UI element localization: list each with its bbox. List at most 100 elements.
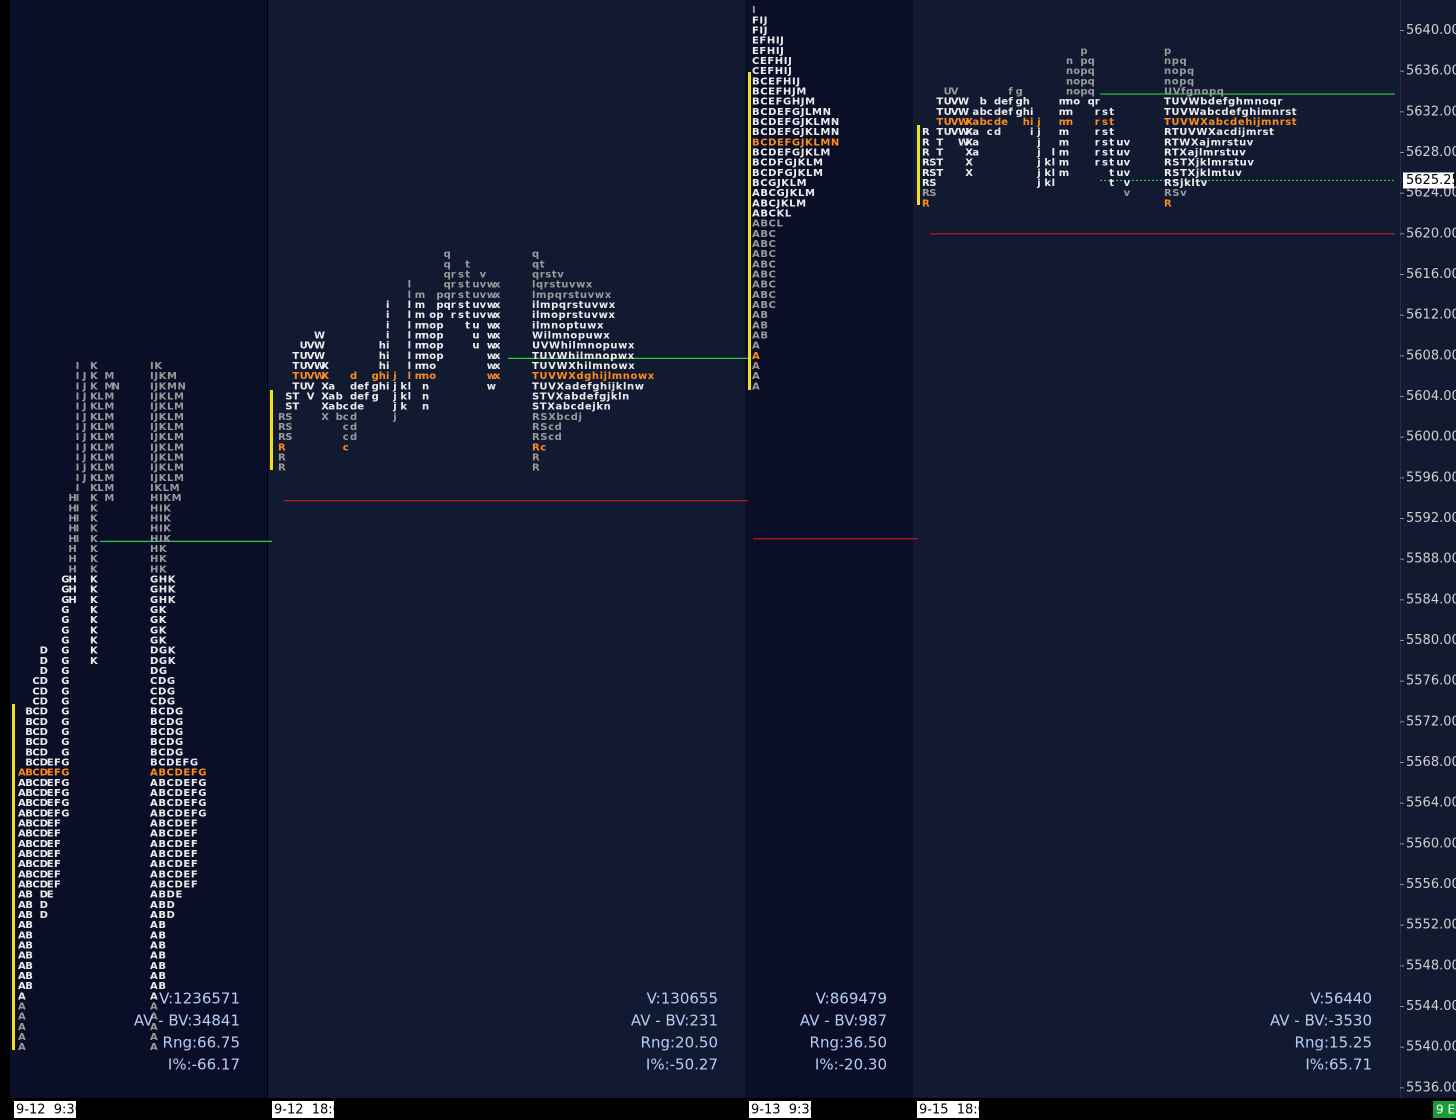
tpo-row: ABD (150, 910, 175, 921)
tpo-row: AB (150, 930, 167, 941)
tpo-split-row: STXabcdejkn (285, 402, 429, 413)
tpo-split-row: nopq (1066, 76, 1095, 87)
tpo-row: DG (150, 666, 168, 677)
tpo-row: EFHIJ (752, 36, 784, 47)
session-stat: AV - BV:34841 (134, 1012, 240, 1030)
tpo-row: ABC (752, 229, 777, 240)
tpo-split-row: AB (18, 981, 33, 992)
tpo-split-row: npq (1066, 56, 1095, 67)
y-tick-label: 5568.00 (1406, 755, 1456, 770)
date-label-box (14, 1101, 76, 1118)
session-stat: Rng:66.75 (163, 1034, 240, 1052)
session-stat: I%:-50.27 (646, 1056, 718, 1074)
tpo-row: ABDE (150, 890, 183, 901)
session-stat: V:1236571 (159, 990, 240, 1008)
tpo-row: HIK (150, 534, 172, 545)
tpo-row: IJKMN (150, 381, 187, 392)
tpo-split-row: ABCDEF (18, 859, 61, 870)
date-label: 9-15 18:00 (919, 1103, 994, 1118)
tpo-row: STXabcdejkn (532, 402, 611, 413)
y-tick-label: 5628.00 (1406, 145, 1456, 160)
tpo-row: AB (752, 331, 769, 342)
session-stat: AV - BV:231 (631, 1012, 718, 1030)
tpo-split-row: IJKLM (76, 412, 115, 423)
tpo-row: AB (150, 920, 167, 931)
date-label: 9-12 9:30 (16, 1103, 83, 1118)
tpo-row: BCEFGHJM (752, 97, 816, 108)
tpo-row: AB (150, 961, 167, 972)
tpo-split-row: ABCDEF (18, 849, 61, 860)
tpo-row: IK (150, 361, 163, 372)
tpo-row: IJKLM (150, 422, 185, 433)
tpo-split-row: IJKLM (76, 432, 115, 443)
tpo-row: CEFHIJ (752, 56, 792, 67)
tpo-row: EFHIJ (752, 46, 784, 57)
tpo-split-row: IJKLM (76, 392, 115, 403)
tpo-row: R (1164, 198, 1172, 209)
tpo-row: BCEFHIJ (752, 76, 801, 87)
tpo-split-row: BCDG (25, 747, 69, 758)
date-label: 9-12 18:00 (274, 1103, 349, 1118)
tpo-row: CDG (150, 676, 176, 687)
tpo-row: GHK (150, 595, 177, 606)
session-stat: V:869479 (816, 990, 887, 1008)
tpo-row: I (752, 5, 756, 16)
ib-bar (917, 125, 920, 205)
tpo-row: RSv (1164, 188, 1187, 199)
tpo-split-row: IJKLM (76, 453, 115, 464)
tpo-split-row: IJKLM (76, 473, 115, 484)
tpo-row: BCDG (150, 707, 184, 718)
tpo-row: A (752, 361, 760, 372)
tpo-row: ABCJKLM (752, 198, 807, 209)
session-stat: AV - BV:-3530 (1270, 1012, 1372, 1030)
tpo-row: ABCDEFG (150, 778, 207, 789)
tpo-row: BCDEFGJKLMN (752, 117, 840, 128)
tpo-row: FIJ (752, 26, 768, 37)
y-tick-label: 5632.00 (1406, 104, 1456, 119)
y-tick-label: 5584.00 (1406, 592, 1456, 607)
tpo-split-row: ABCDEF (18, 829, 61, 840)
tpo-row: GHK (150, 575, 177, 586)
tpo-row: ilmoprstuvwx (532, 310, 616, 321)
tpo-row: ABCDEF (150, 880, 198, 891)
tpo-split-row: R (278, 453, 286, 464)
tpo-row: ilmpqrstuvwx (532, 300, 616, 311)
tpo-row: TUVWhilmnopwx (532, 351, 635, 362)
tpo-split-row: BCDEFG (25, 758, 69, 769)
tpo-row: CEFHIJ (752, 66, 792, 77)
tpo-split-row: A (18, 1022, 26, 1033)
tpo-split-row: TUVWbdefghmnoqr (936, 97, 1099, 108)
tpo-row: IJKM (150, 371, 178, 382)
tpo-row: GK (150, 605, 168, 616)
tpo-row: BCGJKLM (752, 178, 807, 189)
tpo-row: IJKLM (150, 473, 185, 484)
tpo-row: R (532, 463, 540, 474)
time-axis (0, 1098, 1456, 1120)
date-label-box (917, 1101, 979, 1118)
y-tick-label: 5608.00 (1406, 348, 1456, 363)
tpo-row: ABC (752, 280, 777, 291)
tpo-row: CDG (150, 697, 176, 708)
tpo-split-row: ABCDEFG (18, 768, 69, 779)
session-stat: V:56440 (1310, 990, 1372, 1008)
tpo-row: RScd (532, 432, 562, 443)
tpo-row: ABCDEFG (150, 788, 207, 799)
price-axis-panel (1400, 0, 1456, 1098)
tpo-split-row: R (922, 198, 930, 209)
y-tick-label: 5580.00 (1406, 633, 1456, 648)
tpo-row: GK (150, 615, 168, 626)
tpo-split-row: p (1080, 46, 1087, 57)
y-tick-label: 5552.00 (1406, 918, 1456, 933)
y-tick-label: 5620.00 (1406, 226, 1456, 241)
tpo-split-row: TUVXadefghijklnw (292, 381, 496, 392)
tpo-row: TUVWbdefghmnoqr (1164, 97, 1283, 108)
session-stat: I%:65.71 (1305, 1056, 1372, 1074)
tpo-split-row: AB (18, 971, 33, 982)
tpo-row: ABCDEFG (150, 808, 207, 819)
tpo-split-row: A (18, 1032, 26, 1043)
tpo-split-row: ABCDEF (18, 869, 61, 880)
tpo-split-row: nopq (1066, 66, 1095, 77)
tpo-row: lqrstuvwx (532, 280, 593, 291)
tpo-row: A (150, 1012, 158, 1023)
tpo-split-row: AB (18, 941, 33, 952)
